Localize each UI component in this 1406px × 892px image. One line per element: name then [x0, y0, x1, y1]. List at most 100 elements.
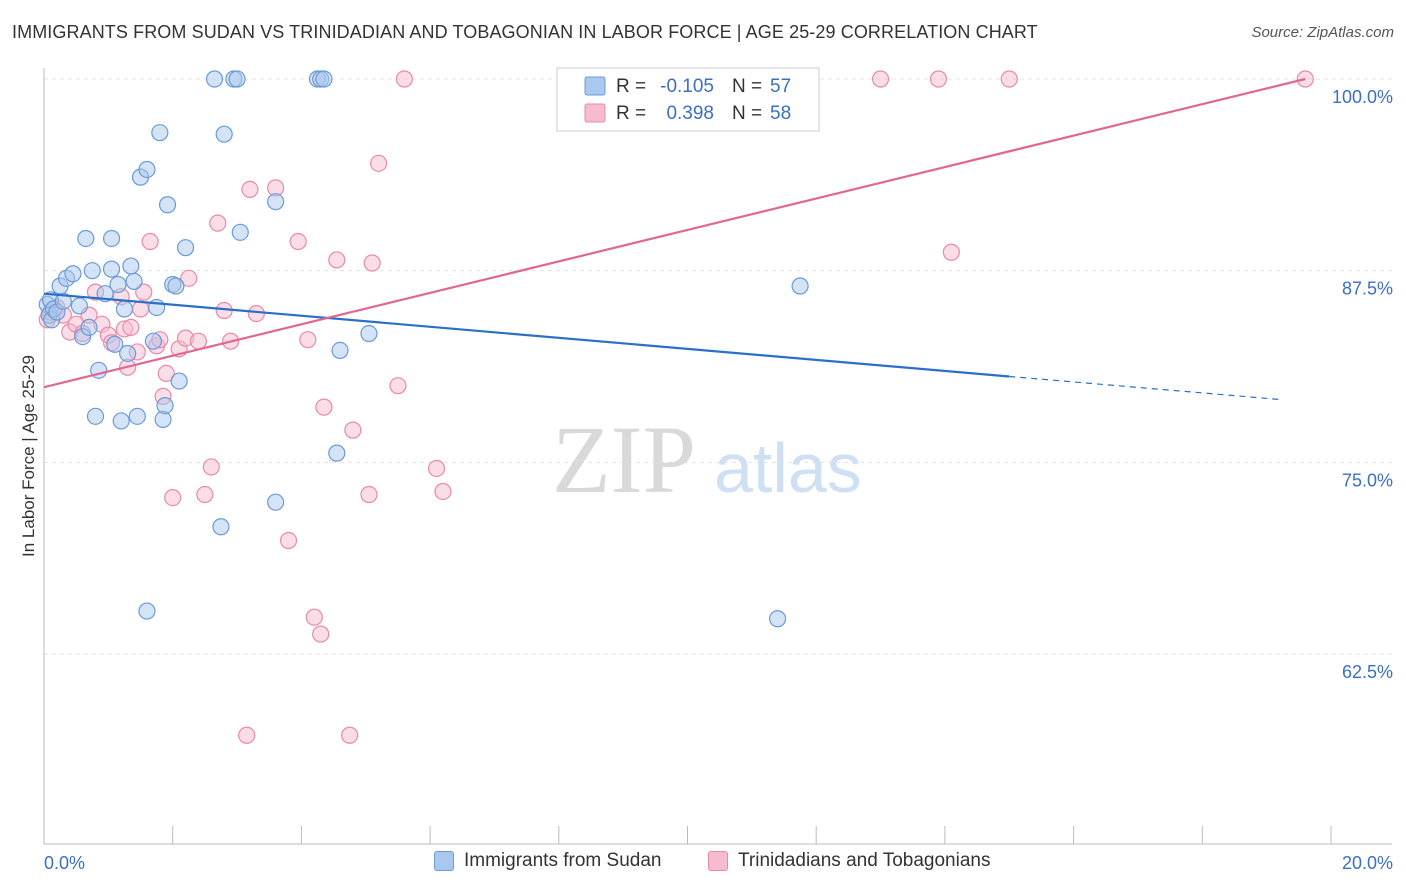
data-point: [115, 300, 134, 318]
data-point: [942, 243, 960, 261]
data-point: [370, 154, 388, 172]
data-point: [241, 180, 259, 198]
y-axis-label: In Labor Force | Age 25-29: [19, 355, 38, 557]
legend-sudan-swatch: [434, 851, 454, 871]
data-point: [80, 318, 98, 336]
data-point: [344, 421, 362, 439]
data-point: [315, 70, 333, 88]
data-point: [267, 193, 285, 211]
legend-trinidad-label: Trinidadians and Tobagonians: [738, 850, 991, 871]
x-tick-label: 20.0%: [1342, 853, 1393, 873]
data-point: [427, 459, 446, 478]
data-point: [238, 726, 256, 744]
data-point: [212, 518, 230, 536]
data-point: [228, 70, 246, 88]
data-point: [328, 251, 346, 269]
data-point: [54, 292, 72, 310]
legend-sudan-label: Immigrants from Sudan: [464, 850, 662, 871]
series-blue-points: [38, 70, 809, 628]
data-point: [119, 344, 137, 363]
data-point: [434, 482, 452, 501]
y-tick-labels: 62.5% 75.0% 87.5% 100.0%: [1332, 87, 1393, 682]
data-point: [102, 229, 121, 248]
data-point: [135, 283, 153, 301]
data-point: [83, 262, 101, 280]
data-point: [86, 407, 105, 425]
y-tick-label: 75.0%: [1342, 470, 1393, 490]
y-tick-label: 62.5%: [1342, 662, 1393, 682]
data-point: [341, 726, 359, 744]
data-point: [70, 297, 88, 315]
data-point: [125, 272, 143, 290]
trend-lines: [43, 77, 1306, 401]
data-point: [215, 125, 233, 143]
data-point: [144, 332, 162, 350]
data-point: [1000, 70, 1018, 88]
data-point: [205, 70, 224, 88]
data-point: [102, 260, 121, 278]
watermark-atlas: atlas: [714, 429, 862, 507]
data-point: [138, 602, 156, 620]
data-point: [247, 305, 265, 323]
data-point: [170, 372, 188, 390]
data-point: [305, 608, 323, 626]
data-point: [176, 239, 195, 257]
legend-blue-r-label: R =: [616, 76, 646, 97]
data-point: [64, 265, 82, 283]
data-point: [77, 229, 95, 248]
data-point: [791, 277, 809, 295]
legend-blue-n-value: 57: [770, 76, 791, 97]
data-point: [122, 257, 140, 275]
data-point: [363, 254, 381, 272]
axes: [43, 68, 1392, 845]
data-point: [141, 232, 159, 251]
data-point: [315, 398, 333, 416]
legend-pink-swatch: [584, 103, 606, 123]
legend-pink-n-label: N =: [732, 103, 762, 124]
data-point: [122, 318, 140, 336]
data-point: [331, 341, 349, 359]
y-tick-label: 100.0%: [1332, 87, 1393, 107]
legend-pink-n-value: 58: [770, 103, 791, 124]
legend-item-sudan: Immigrants from Sudan: [434, 850, 661, 872]
legend-item-trinidad: Trinidadians and Tobagonians: [708, 850, 990, 872]
data-point: [156, 397, 174, 415]
data-point: [929, 70, 948, 88]
data-point: [328, 444, 346, 462]
x-tick-labels: 0.0% 20.0%: [44, 853, 1393, 873]
trend-line-sudan: [43, 292, 1010, 378]
data-point: [209, 214, 227, 232]
data-point: [167, 277, 185, 295]
data-point: [189, 332, 208, 350]
data-point: [202, 458, 220, 476]
data-point: [768, 610, 787, 628]
legend-blue-n-label: N =: [732, 76, 762, 97]
data-point: [109, 275, 127, 294]
legend-bottom: Immigrants from Sudan Trinidadians and T…: [0, 850, 1406, 878]
legend-pink-r-value: 0.398: [666, 103, 714, 124]
data-point: [289, 232, 307, 251]
legend-blue-r-value: -0.105: [660, 76, 714, 97]
data-point: [180, 269, 198, 287]
data-point: [138, 160, 156, 179]
data-point: [267, 493, 285, 511]
legend-pink-r-label: R =: [616, 103, 646, 124]
data-point: [164, 489, 182, 507]
legend-top: R = -0.105 N = 57 R = 0.398 N = 58: [556, 67, 820, 132]
data-point: [871, 70, 890, 88]
watermark-zip: ZIP: [552, 406, 696, 513]
legend-trinidad-swatch: [708, 851, 728, 871]
data-point: [157, 364, 175, 382]
data-point: [106, 335, 124, 353]
data-point: [360, 324, 378, 343]
trend-line-trinidad: [43, 77, 1306, 389]
data-point: [299, 331, 317, 349]
data-point: [279, 531, 298, 550]
data-point: [128, 407, 146, 425]
data-point: [231, 223, 249, 241]
y-tick-label: 87.5%: [1342, 279, 1393, 299]
source-credit: Source: ZipAtlas.com: [1251, 24, 1394, 41]
data-point: [395, 70, 413, 88]
grid-lines: [44, 78, 1392, 655]
